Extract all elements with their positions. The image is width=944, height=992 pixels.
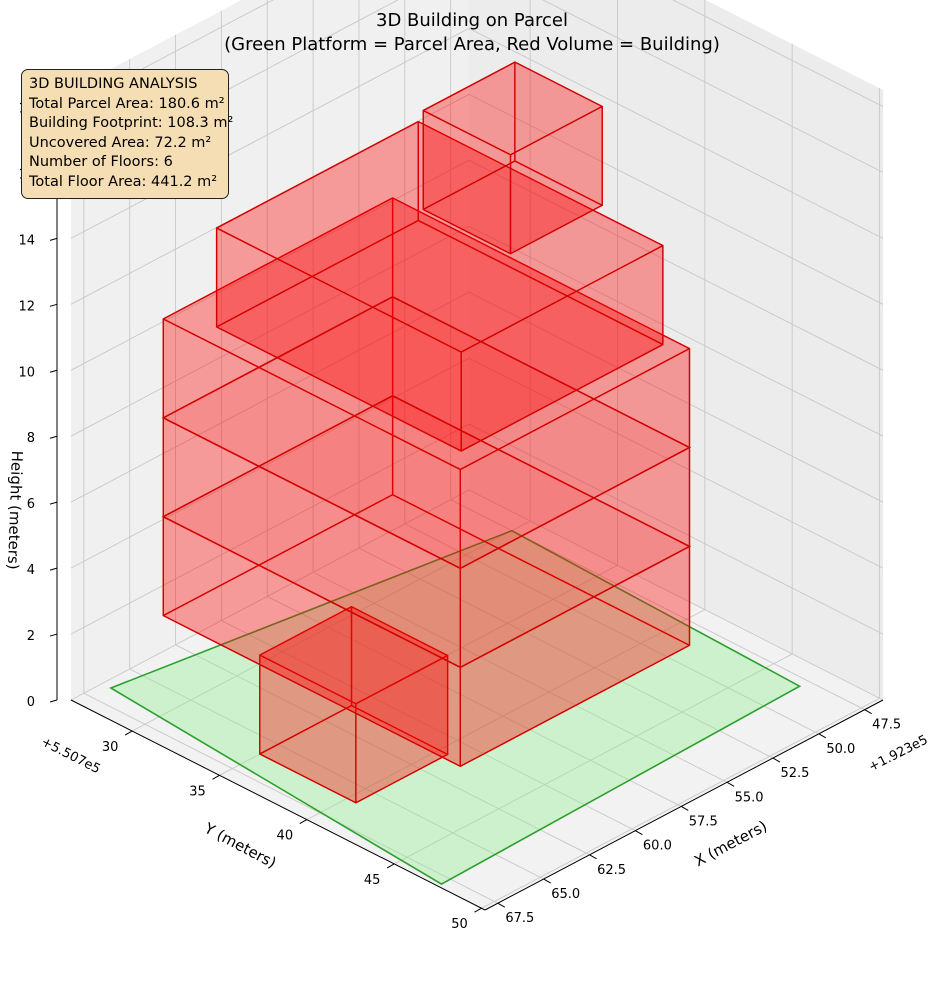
z-tick-label: 8: [27, 431, 35, 446]
building-box-1: [259, 606, 449, 804]
z-tick-label: 12: [18, 299, 35, 314]
chart-subtitle: (Green Platform = Parcel Area, Red Volum…: [224, 34, 720, 55]
y-tick-mark: [474, 907, 482, 913]
z-grid: [70, 423, 884, 635]
y-grid-floor: [306, 609, 706, 821]
x-tick-label: 52.5: [780, 766, 809, 781]
x-tick-mark: [635, 830, 643, 836]
floor-slab: [161, 295, 692, 570]
z-tick-label: 2: [27, 629, 35, 644]
z-tick-label: 14: [18, 233, 35, 248]
z-grid: [70, 489, 884, 701]
z-tick-mark: [49, 567, 58, 571]
y-tick-mark: [212, 774, 220, 780]
z-tick-label: 4: [27, 563, 35, 578]
z-tick-label: 10: [18, 365, 35, 380]
y-tick-mark: [299, 819, 308, 825]
x-grid-floor: [312, 571, 728, 783]
analysis-info-box: 3D BUILDING ANALYSIS Total Parcel Area: …: [21, 69, 234, 199]
x-grid-floor: [129, 668, 544, 880]
y-grid-floor: [131, 520, 531, 732]
x-grid-floor: [83, 692, 499, 904]
x-tick-label: 57.5: [689, 814, 718, 829]
info-line-footprint: Building Footprint: 108.3 m²: [29, 115, 234, 132]
x-axis-line: [484, 699, 884, 911]
y-axis-offset: +5.507e5: [38, 735, 102, 778]
z-tick-mark: [49, 435, 58, 439]
plot-geometry: [109, 61, 802, 886]
x-tick-label: 55.0: [735, 790, 764, 805]
x-grid-floor: [358, 547, 774, 759]
building-top-face: [162, 197, 691, 471]
x-tick-mark: [497, 902, 506, 908]
x-tick-label: 47.5: [872, 718, 901, 733]
floor-slab: [161, 394, 692, 669]
x-tick-label: 60.0: [643, 839, 672, 854]
y-axis-line: [70, 699, 486, 911]
x-axis-offset: +1.923e5: [866, 733, 930, 776]
z-grid: [70, 225, 884, 437]
right-back-pane: [469, 0, 883, 700]
y-grid-floor: [481, 697, 880, 909]
x-tick-label: 50.0: [826, 742, 855, 757]
x-tick-mark: [589, 854, 597, 860]
building-box-3: [215, 120, 664, 452]
x-tick-mark: [726, 781, 735, 787]
info-line-floor-area: Total Floor Area: 441.2 m²: [29, 173, 218, 190]
z-tick-mark: [49, 237, 58, 241]
x-grid-floor: [404, 523, 820, 735]
info-line-floors: Number of Floors: 6: [29, 154, 173, 171]
x-tick-mark: [543, 878, 551, 884]
z-tick-label: 6: [27, 497, 35, 512]
z-axis-label: Height (meters): [4, 450, 26, 570]
parcel-platform: [109, 529, 802, 886]
x-tick-mark: [864, 709, 872, 715]
building-box-2: [162, 197, 691, 767]
z-grid: [70, 0, 884, 107]
z-tick-mark: [49, 633, 58, 637]
x-tick-label: 65.0: [551, 887, 580, 902]
z-tick-mark: [49, 501, 58, 505]
building-top-face: [422, 61, 603, 156]
x-tick-label: 67.5: [505, 911, 534, 926]
y-tick-mark: [386, 863, 395, 869]
z-tick-mark: [49, 699, 58, 703]
z-grid: [70, 159, 884, 371]
x-grid-floor: [175, 644, 590, 856]
info-line-uncovered-area: Uncovered Area: 72.2 m²: [29, 134, 212, 151]
x-tick-mark: [772, 757, 781, 763]
y-tick-label: 40: [277, 829, 294, 844]
y-tick-label: 35: [189, 784, 206, 799]
z-tick-mark: [49, 303, 58, 307]
y-tick-label: 30: [102, 740, 119, 755]
z-grid: [70, 291, 884, 503]
building-top-face: [215, 120, 664, 353]
z-tick-label: 0: [27, 695, 35, 710]
z-tick-mark: [49, 369, 58, 373]
x-grid-floor: [221, 620, 636, 832]
building-top-face: [259, 606, 449, 705]
y-axis-label: Y (meters): [201, 819, 280, 872]
info-line-parcel-area: Total Parcel Area: 180.6 m²: [29, 95, 225, 112]
x-grid-floor: [267, 596, 682, 807]
y-tick-label: 50: [451, 917, 468, 932]
z-grid: [70, 93, 884, 305]
y-grid-floor: [393, 653, 793, 865]
y-tick-mark: [124, 730, 133, 736]
chart-title: 3D Building on Parcel: [376, 10, 568, 31]
x-tick-mark: [681, 806, 689, 811]
x-tick-label: 62.5: [597, 863, 626, 878]
y-tick-label: 45: [364, 873, 381, 888]
info-line-heading: 3D BUILDING ANALYSIS: [29, 76, 198, 92]
building-box-4: [422, 61, 603, 255]
floor-pane: [71, 490, 883, 910]
z-grid: [70, 357, 884, 569]
x-tick-mark: [818, 733, 827, 739]
